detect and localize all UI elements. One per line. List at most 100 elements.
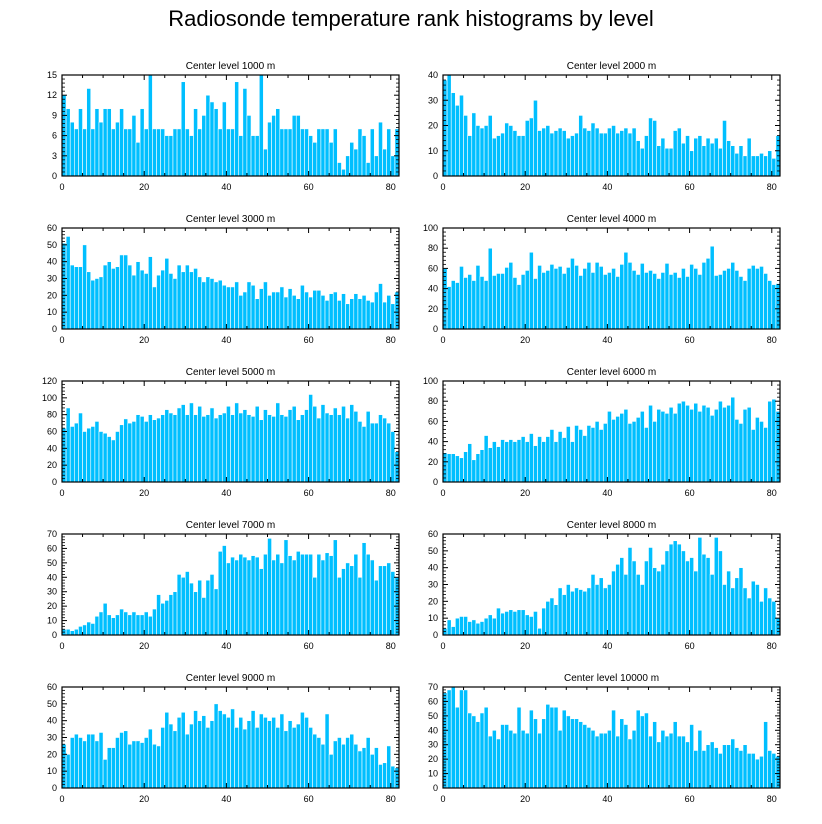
- histogram-bar: [205, 276, 211, 330]
- histogram-bar: [345, 303, 350, 330]
- histogram-bar: [553, 268, 559, 330]
- histogram-bar: [689, 264, 694, 330]
- y-tick-label: 60: [428, 696, 438, 706]
- histogram-bar: [361, 426, 367, 483]
- histogram-bar: [382, 762, 387, 789]
- x-tick-label: 80: [767, 488, 777, 498]
- histogram-bar: [541, 607, 547, 636]
- histogram-bar: [119, 732, 124, 789]
- histogram-bar: [217, 710, 223, 789]
- histogram-bar: [184, 733, 190, 789]
- histogram-bar: [627, 132, 633, 177]
- x-tick-label: 40: [221, 182, 231, 192]
- histogram-bar: [627, 262, 633, 330]
- histogram-bar: [467, 274, 473, 330]
- histogram-bar: [705, 406, 711, 483]
- histogram-bar: [574, 718, 579, 789]
- histogram-bar: [771, 398, 777, 483]
- x-tick-label: 0: [59, 641, 64, 651]
- histogram-bar: [487, 447, 493, 483]
- histogram-bar: [349, 404, 355, 483]
- x-tick-label: 40: [221, 335, 231, 345]
- histogram-bar: [623, 724, 629, 789]
- histogram-bar: [94, 278, 100, 330]
- histogram-bar: [738, 567, 744, 636]
- histogram-bar: [627, 547, 633, 636]
- histogram-bar: [524, 732, 530, 789]
- histogram-bar: [369, 128, 375, 177]
- histogram-bar: [197, 276, 203, 330]
- histogram-bar: [102, 264, 108, 330]
- histogram-bar: [374, 747, 379, 789]
- x-tick-label: 60: [685, 335, 695, 345]
- histogram-bar: [267, 720, 272, 789]
- histogram-panel-8: Center level 8000 m 0 20 40 60 80 0 10 20 30 40 50 6…: [428, 520, 781, 651]
- histogram-bar: [492, 137, 497, 177]
- y-tick-label: 70: [428, 682, 438, 692]
- histogram-bar: [390, 765, 396, 789]
- histogram-bar: [316, 128, 322, 177]
- histogram-bar: [742, 744, 748, 789]
- x-tick-label: 0: [440, 794, 445, 804]
- histogram-bar: [520, 729, 526, 789]
- histogram-bar: [258, 74, 264, 177]
- histogram-bar: [308, 135, 313, 177]
- histogram-bar: [672, 272, 678, 330]
- histogram-bar: [172, 278, 178, 330]
- x-tick-label: 40: [602, 641, 612, 651]
- histogram-bar: [442, 79, 448, 177]
- histogram-bar: [598, 429, 604, 483]
- histogram-bar: [463, 277, 468, 330]
- histogram-bar: [664, 735, 670, 789]
- histogram-bar: [135, 614, 141, 636]
- histogram-bar: [664, 413, 670, 483]
- histogram-bar: [189, 582, 194, 636]
- histogram-bar: [496, 273, 501, 330]
- y-tick-label: 30: [47, 733, 57, 743]
- histogram-bar: [65, 628, 71, 636]
- histogram-bar: [394, 291, 400, 330]
- histogram-bar: [693, 402, 699, 483]
- y-tick-label: 40: [428, 563, 438, 573]
- histogram-bar: [86, 621, 92, 636]
- x-tick-label: 20: [520, 335, 530, 345]
- histogram-bar: [767, 280, 773, 330]
- histogram-bar: [565, 267, 571, 330]
- histogram-bar: [705, 744, 711, 789]
- histogram-bar: [328, 555, 334, 636]
- y-tick-label: 0: [52, 630, 57, 640]
- histogram-bar: [176, 574, 182, 636]
- histogram-bar: [131, 421, 137, 483]
- x-tick-label: 20: [520, 488, 530, 498]
- histogram-bar: [205, 414, 211, 483]
- y-tick-label: 50: [47, 558, 57, 568]
- x-tick-label: 60: [304, 182, 314, 192]
- histogram-bar: [275, 553, 281, 636]
- histogram-bar: [189, 723, 194, 789]
- histogram-bar: [341, 168, 346, 177]
- y-tick-label: 3: [52, 151, 57, 161]
- histogram-bar: [615, 563, 621, 636]
- histogram-bar: [590, 427, 596, 483]
- histogram-bar: [176, 407, 182, 483]
- histogram-bar: [533, 445, 538, 483]
- histogram-bar: [471, 459, 477, 483]
- histogram-bar: [516, 439, 522, 483]
- y-tick-label: 0: [433, 630, 438, 640]
- y-tick-label: 30: [47, 274, 57, 284]
- histogram-bar: [504, 611, 510, 636]
- histogram-bar: [635, 274, 641, 330]
- histogram-bar: [98, 611, 104, 636]
- histogram-bar: [664, 550, 670, 636]
- panel-title: Center level 5000 m: [186, 367, 276, 378]
- histogram-bar: [738, 750, 744, 789]
- histogram-bar: [209, 101, 215, 177]
- histogram-bar: [168, 412, 174, 483]
- histogram-bar: [730, 396, 736, 483]
- histogram-bar: [365, 737, 371, 789]
- histogram-bar: [446, 453, 452, 483]
- y-tick-label: 0: [433, 171, 438, 181]
- histogram-bar: [217, 128, 223, 177]
- histogram-bar: [750, 753, 756, 789]
